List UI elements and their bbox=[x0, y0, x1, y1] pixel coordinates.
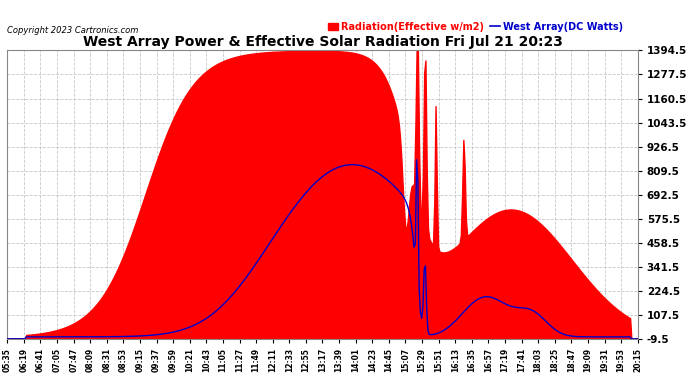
Text: Copyright 2023 Cartronics.com: Copyright 2023 Cartronics.com bbox=[7, 26, 138, 35]
Legend: Radiation(Effective w/m2), West Array(DC Watts): Radiation(Effective w/m2), West Array(DC… bbox=[324, 18, 627, 36]
Title: West Array Power & Effective Solar Radiation Fri Jul 21 20:23: West Array Power & Effective Solar Radia… bbox=[83, 35, 562, 49]
